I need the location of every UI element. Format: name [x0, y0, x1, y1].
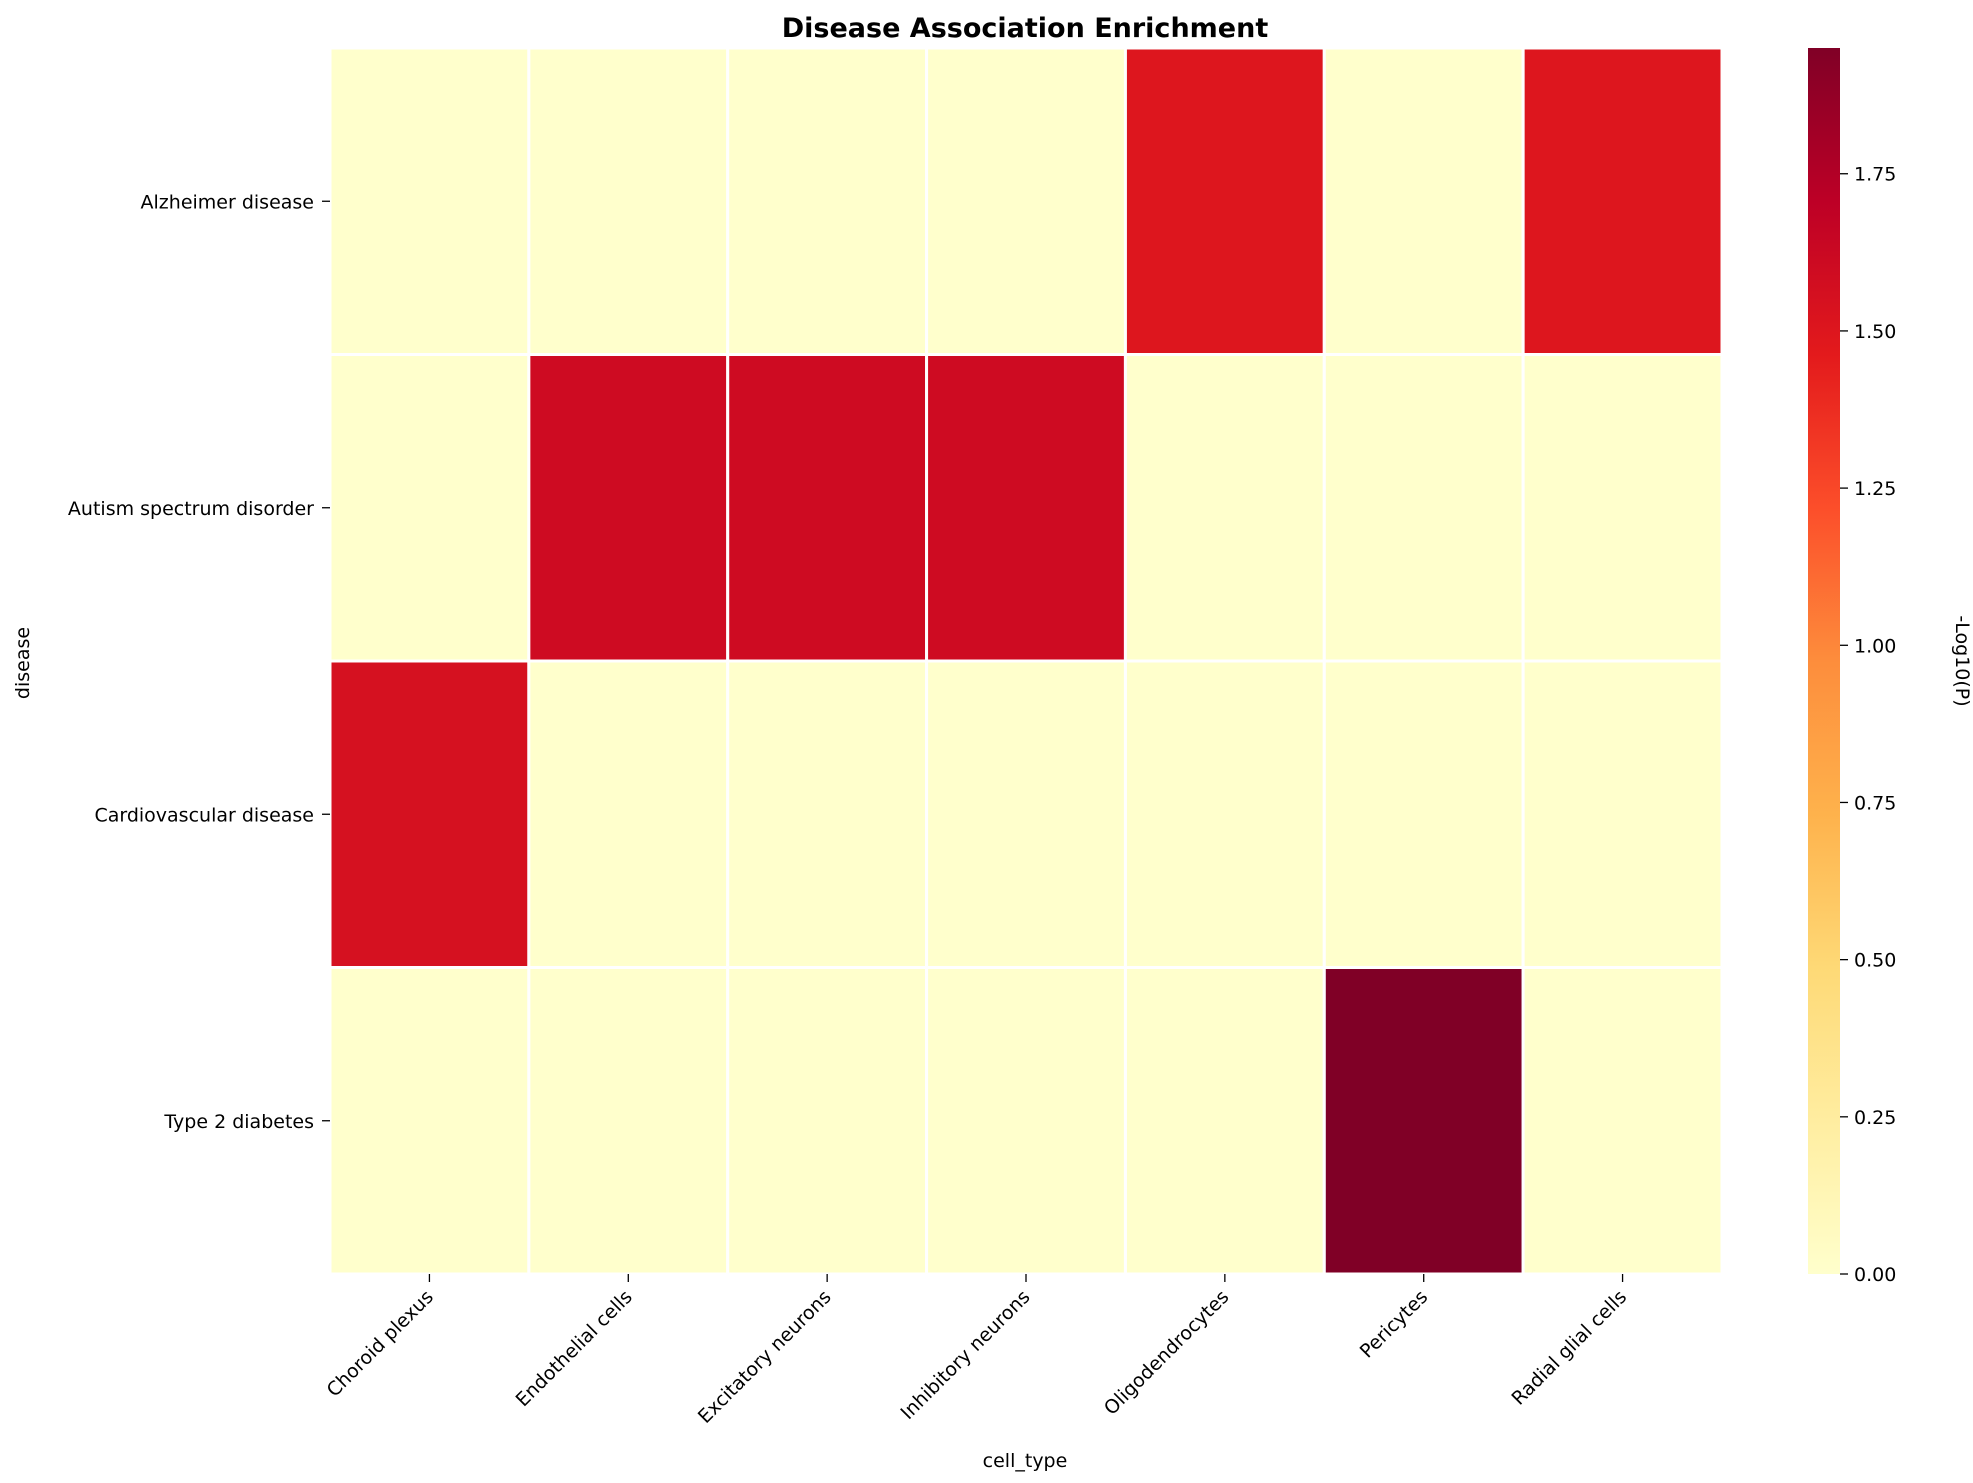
- y-tick-label: Autism spectrum disorder: [68, 498, 314, 520]
- colorbar-tick-label: 1.25: [1854, 478, 1896, 500]
- heatmap-cell: [1322, 353, 1525, 663]
- heatmap-cell: [328, 46, 531, 356]
- heatmap-cell: [1322, 659, 1525, 969]
- heatmap-cell: [1521, 353, 1724, 663]
- heatmap-cell: [527, 966, 730, 1276]
- heatmap-cell: [527, 46, 730, 356]
- y-tick-label: Type 2 diabetes: [163, 1111, 314, 1133]
- chart-title: Disease Association Enrichment: [782, 13, 1269, 44]
- heatmap-cell: [527, 353, 730, 663]
- y-tick-label: Cardiovascular disease: [94, 804, 314, 826]
- heatmap-cell: [328, 659, 531, 969]
- heatmap-cell: [328, 353, 531, 663]
- heatmap-cell: [726, 353, 929, 663]
- heatmap-cell: [925, 46, 1127, 356]
- heatmap-cell: [726, 659, 929, 969]
- colorbar-tick-label: 0.00: [1854, 1264, 1896, 1286]
- colorbar-tick-label: 1.50: [1854, 321, 1896, 343]
- heatmap-cell: [925, 966, 1127, 1276]
- y-tick-label: Alzheimer disease: [141, 191, 314, 213]
- heatmap-cell: [527, 659, 730, 969]
- heatmap-cell: [1322, 966, 1525, 1276]
- heatmap-cell: [1123, 659, 1326, 969]
- heatmap-cell: [726, 966, 929, 1276]
- heatmap-cell: [1521, 659, 1724, 969]
- colorbar-tick-label: 0.50: [1854, 950, 1896, 972]
- heatmap-cell: [925, 659, 1127, 969]
- x-tick-label: Excitatory neurons: [694, 1286, 836, 1428]
- colorbar-ticks: 0.00 0.25 0.50 0.75 1.00 1.25 1.50 1.75: [1840, 164, 1896, 1286]
- x-tick-label: Choroid plexus: [323, 1286, 438, 1401]
- x-tick-label: Endothelial cells: [512, 1286, 637, 1411]
- x-axis-ticks: Choroid plexus Endothelial cells Excitator…: [323, 1274, 1631, 1428]
- y-axis-ticks: Alzheimer disease Autism spectrum disorde…: [68, 191, 330, 1133]
- heatmap-cell: [1123, 46, 1326, 356]
- heatmap-cell: [1123, 353, 1326, 663]
- x-tick-label: Pericytes: [1356, 1286, 1433, 1363]
- x-tick-label: Inhibitory neurons: [896, 1286, 1034, 1424]
- heatmap-cell: [328, 966, 531, 1276]
- heatmap-cell: [1123, 966, 1326, 1276]
- colorbar: [1808, 48, 1840, 1274]
- heatmap-cell: [1322, 46, 1525, 356]
- heatmap-cell: [1521, 46, 1724, 356]
- colorbar-tick-label: 1.00: [1854, 635, 1896, 657]
- colorbar-tick-label: 0.75: [1854, 792, 1896, 814]
- heatmap-cell: [1521, 966, 1724, 1276]
- x-axis-label: cell_type: [983, 1450, 1068, 1472]
- heatmap-cell: [925, 353, 1127, 663]
- colorbar-label: -Log10(P): [1951, 615, 1973, 706]
- colorbar-tick-label: 1.75: [1854, 164, 1896, 186]
- x-tick-label: Oligodendrocytes: [1100, 1286, 1234, 1420]
- heatmap-cells: [328, 46, 1724, 1276]
- heatmap-cell: [726, 46, 929, 356]
- colorbar-tick-label: 0.25: [1854, 1107, 1896, 1129]
- y-axis-label: disease: [12, 627, 34, 699]
- x-tick-label: Radial glial cells: [1507, 1286, 1631, 1410]
